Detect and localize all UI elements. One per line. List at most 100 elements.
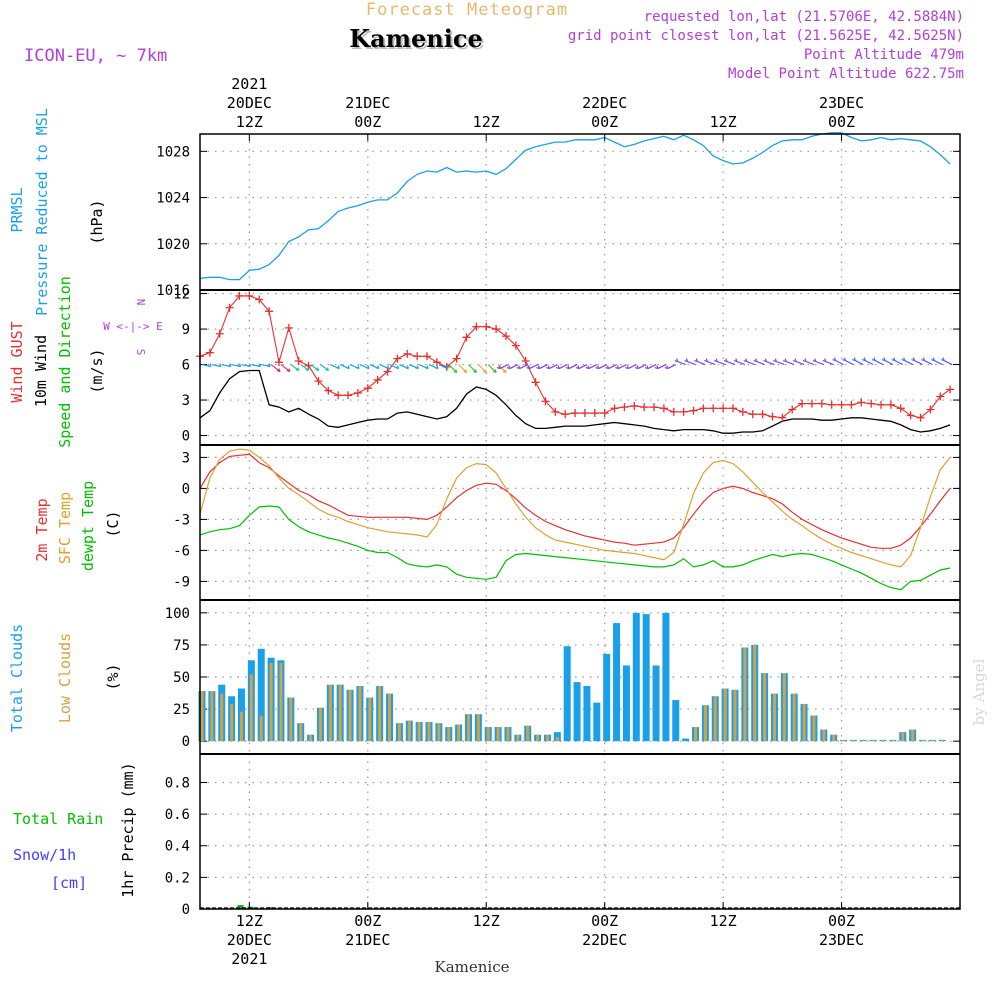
wind-direction-arrowhead: [315, 367, 320, 372]
wind-direction-arrowhead: [931, 357, 935, 362]
time-label-top: 20DEC: [227, 94, 272, 112]
wind-direction-arrow: [687, 360, 696, 366]
wind-direction-arrowhead: [585, 365, 590, 370]
low-cloud-bar: [851, 739, 855, 742]
gust-marker: [423, 352, 432, 361]
time-label-bottom: 2021: [231, 950, 267, 968]
cloud-unit: (%): [104, 663, 122, 690]
gust-marker: [294, 356, 303, 365]
wind-direction-arrow: [795, 360, 805, 366]
low-cloud-bar: [812, 715, 816, 742]
wind-direction-arrowhead: [496, 365, 501, 370]
wind-direction-arrowhead: [276, 368, 281, 373]
low-cloud-bar: [861, 739, 865, 742]
ytick-label-wind: 0: [182, 429, 190, 445]
wind-direction-arrow: [933, 360, 943, 366]
wind-direction-arrow: [707, 360, 716, 366]
wind-direction-arrow: [477, 364, 487, 373]
temp-unit: (C): [104, 510, 122, 537]
gust-marker: [679, 407, 688, 416]
time-label-bottom: 00Z: [354, 912, 381, 930]
low-cloud-bar: [486, 727, 490, 742]
total-cloud-bar: [257, 648, 265, 742]
wind-direction-arrow: [598, 364, 607, 370]
low-cloud-bar: [792, 693, 796, 742]
wind-direction-arrowhead: [654, 365, 659, 370]
gust-marker: [788, 405, 797, 414]
gust-marker: [936, 392, 945, 401]
wind-direction-arrow: [270, 364, 281, 373]
low-cloud-bar: [496, 727, 500, 742]
wind-direction-arrow: [519, 364, 528, 370]
total-cloud-bar: [662, 612, 670, 742]
wind-direction-arrowhead: [911, 357, 916, 362]
location-title: Kamenice: [349, 24, 483, 53]
wind-direction-arrow: [628, 364, 637, 370]
gust-marker: [758, 410, 767, 419]
time-label-top: 21DEC: [345, 94, 390, 112]
wind-direction-arrow: [825, 360, 834, 366]
gust-marker: [640, 403, 649, 412]
snow-unit-legend: [cm]: [51, 874, 87, 892]
low-cloud-bar: [713, 696, 717, 742]
wind-direction-arrowhead: [237, 363, 242, 368]
gust-marker: [778, 413, 787, 422]
gust-marker: [531, 378, 540, 387]
low-clouds-label: Low Clouds: [56, 633, 74, 723]
low-cloud-bar: [269, 662, 273, 742]
wind-direction-arrowhead: [257, 363, 261, 368]
ytick-label-clouds: 100: [165, 606, 190, 622]
ytick-label-wind: 9: [182, 322, 190, 338]
time-label-bottom: 23DEC: [819, 931, 864, 949]
total-cloud-bar: [632, 612, 640, 742]
time-label-top: 00Z: [591, 113, 618, 131]
pressure-labels: PRMSL Pressure Reduced to MSL (hPa): [8, 108, 106, 316]
gust-marker: [472, 322, 481, 331]
wind-direction-arrow: [280, 364, 291, 373]
total-cloud-bar: [652, 665, 660, 742]
low-cloud-bar: [881, 739, 885, 742]
low-cloud-bar: [694, 727, 698, 742]
wind-direction-arrowhead: [405, 365, 409, 370]
ytick-label-clouds: 50: [173, 670, 190, 686]
wind-direction-arrow: [448, 364, 458, 373]
low-cloud-bar: [457, 724, 461, 742]
gust-marker: [857, 398, 866, 407]
wind-direction-arrow: [458, 364, 468, 373]
ytick-label-precip: 0.8: [165, 775, 190, 791]
low-cloud-bar: [723, 688, 727, 742]
low-cloud-bar: [921, 739, 925, 742]
ytick-label-wind: 6: [182, 358, 190, 374]
wind-direction-arrowhead: [634, 365, 639, 370]
wind-direction-arrowhead: [575, 365, 580, 370]
low-cloud-bar: [753, 644, 757, 742]
dewpoint-line: [199, 505, 951, 591]
wind-direction-arrowhead: [684, 358, 689, 363]
gust-marker: [225, 303, 234, 312]
low-cloud-bar: [427, 721, 431, 742]
gust-label: Wind GUST: [8, 321, 26, 402]
wind-direction-arrowhead: [861, 357, 866, 362]
gust-marker: [393, 354, 402, 363]
total-cloud-bar: [563, 646, 571, 742]
ytick-label-precip: 0.4: [165, 839, 190, 855]
gust-marker: [452, 354, 461, 363]
wind-direction-arrowhead: [516, 365, 521, 370]
wind-direction-arrowhead: [556, 365, 560, 370]
low-cloud-bar: [545, 734, 549, 742]
wind-direction-arrow: [736, 360, 746, 366]
gust-marker: [807, 399, 816, 408]
pressure-line: [199, 132, 951, 281]
gust-marker: [215, 329, 224, 338]
wind-direction-arrowhead: [644, 365, 649, 370]
wind-direction-arrowhead: [345, 365, 350, 370]
rain-bar: [267, 907, 274, 909]
low-cloud-bar: [318, 707, 322, 742]
gust-marker: [363, 384, 372, 393]
wind-speed-line: [199, 369, 951, 434]
gust-marker: [916, 413, 925, 422]
time-label-bottom: 12Z: [236, 912, 263, 930]
gust-marker: [403, 349, 412, 358]
time-label-top: 12Z: [710, 113, 737, 131]
